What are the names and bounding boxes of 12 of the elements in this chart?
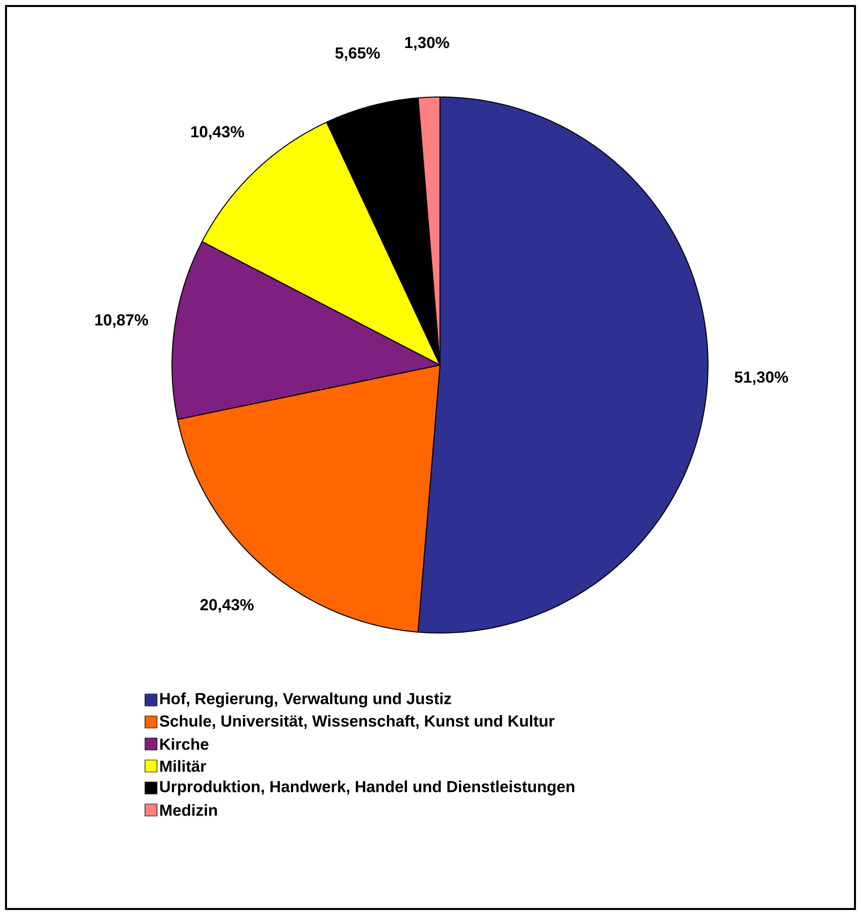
data-label: 10,87%: [95, 314, 148, 328]
data-label: 5,65%: [335, 47, 380, 61]
legend-label: Urproduktion, Handwerk, Handel und Dienstleistungen: [160, 780, 574, 796]
data-label: 1,30%: [405, 36, 450, 50]
legend-label: Medizin: [160, 804, 217, 816]
data-label: 51,30%: [734, 371, 788, 386]
data-label: 20,43%: [200, 599, 254, 613]
legend-label: Hof, Regierung, Verwaltung und Justiz: [160, 692, 452, 708]
legend-label: Schule, Universität, Wissenschaft, Kunst und Kultur: [160, 714, 554, 730]
legend-label: Militär: [160, 760, 206, 772]
legend-label: Kirche: [160, 738, 208, 750]
data-label: 10,43%: [191, 126, 244, 140]
